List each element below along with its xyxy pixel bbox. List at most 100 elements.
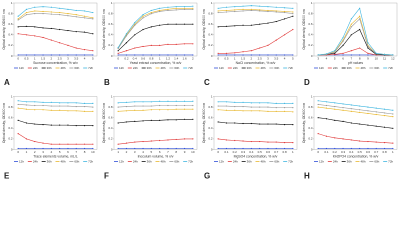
point (67, 12, 69, 15)
point (383, 112, 386, 114)
series-line (18, 120, 93, 126)
point (59, 28, 61, 31)
point (250, 9, 252, 12)
y-tick-label: 0 (111, 147, 113, 151)
x-tick-label: 11 (383, 56, 386, 60)
point (350, 50, 352, 52)
y-tick-label: 0.6 (8, 22, 13, 26)
series-line (17, 10, 93, 20)
point (225, 54, 228, 56)
point (367, 54, 369, 56)
legend-label: 12h (119, 66, 124, 70)
point (159, 44, 161, 47)
y-tick-label: 0.6 (108, 115, 113, 119)
point (125, 33, 128, 35)
point (317, 103, 319, 106)
point (242, 5, 244, 7)
point (234, 6, 236, 8)
point (34, 101, 36, 103)
point (359, 28, 361, 31)
point (217, 109, 219, 111)
point (242, 54, 244, 56)
x-tick-label: 6 (159, 150, 161, 154)
point (234, 122, 236, 124)
point (225, 101, 228, 103)
point (142, 101, 144, 103)
point (59, 54, 61, 56)
x-tick-label: 2.5 (258, 56, 263, 60)
point (83, 143, 86, 145)
point (50, 109, 52, 111)
point (50, 105, 52, 107)
point (283, 107, 286, 109)
point (183, 100, 186, 102)
x-tick-label: 2 (34, 150, 36, 154)
point (42, 54, 44, 56)
point (342, 52, 344, 54)
point (375, 141, 377, 143)
point (383, 126, 386, 128)
point (225, 147, 228, 150)
x-tick-label: 9 (367, 56, 369, 60)
point (259, 147, 261, 150)
point (183, 54, 186, 56)
point (367, 47, 369, 49)
point (267, 54, 269, 56)
point (242, 8, 244, 10)
point (259, 23, 261, 25)
x-tick-label: 6 (342, 56, 344, 60)
point (350, 108, 352, 110)
point (342, 40, 344, 42)
panel-label: H (304, 172, 310, 181)
point (42, 142, 44, 144)
point (334, 52, 336, 54)
point (267, 102, 269, 104)
point (217, 147, 219, 150)
x-tick-label: 0.6 (266, 150, 271, 154)
point (175, 23, 177, 25)
point (92, 110, 94, 112)
x-tick-label: 1 (292, 150, 294, 154)
x-tick-label: 0.4 (133, 56, 138, 60)
point (192, 104, 194, 107)
point (192, 8, 194, 10)
point (92, 102, 94, 104)
point (92, 106, 94, 108)
legend-label: 12h (119, 159, 124, 163)
point (75, 31, 77, 33)
y-axis-label: Optical density, OD600 nm (302, 103, 306, 143)
point (334, 147, 336, 150)
series-line (118, 43, 193, 54)
point (92, 17, 94, 19)
point (375, 125, 377, 127)
point (192, 147, 194, 150)
x-tick-label: 3.5 (74, 56, 79, 60)
point (342, 147, 344, 150)
x-tick-label: 5 (151, 150, 153, 154)
x-tick-label: 10 (91, 150, 95, 154)
point (383, 114, 386, 117)
point (234, 9, 236, 11)
point (167, 9, 169, 12)
x-tick-label: 5 (292, 56, 294, 60)
point (183, 6, 186, 8)
panel-label: C (204, 78, 210, 87)
point (317, 54, 319, 56)
point (317, 106, 319, 108)
legend-label: 72h (88, 159, 93, 163)
point (250, 122, 252, 125)
legend-label: 36h (347, 66, 352, 70)
point (150, 147, 152, 150)
point (217, 121, 219, 123)
point (334, 50, 336, 52)
point (392, 54, 394, 56)
point (175, 100, 177, 102)
x-axis-label: pH values (348, 61, 363, 65)
point (175, 54, 177, 56)
point (67, 44, 69, 47)
point (292, 147, 294, 150)
point (92, 143, 94, 145)
y-tick-label: 1 (311, 1, 313, 5)
point (150, 11, 152, 14)
legend-label: 60h (174, 159, 179, 163)
